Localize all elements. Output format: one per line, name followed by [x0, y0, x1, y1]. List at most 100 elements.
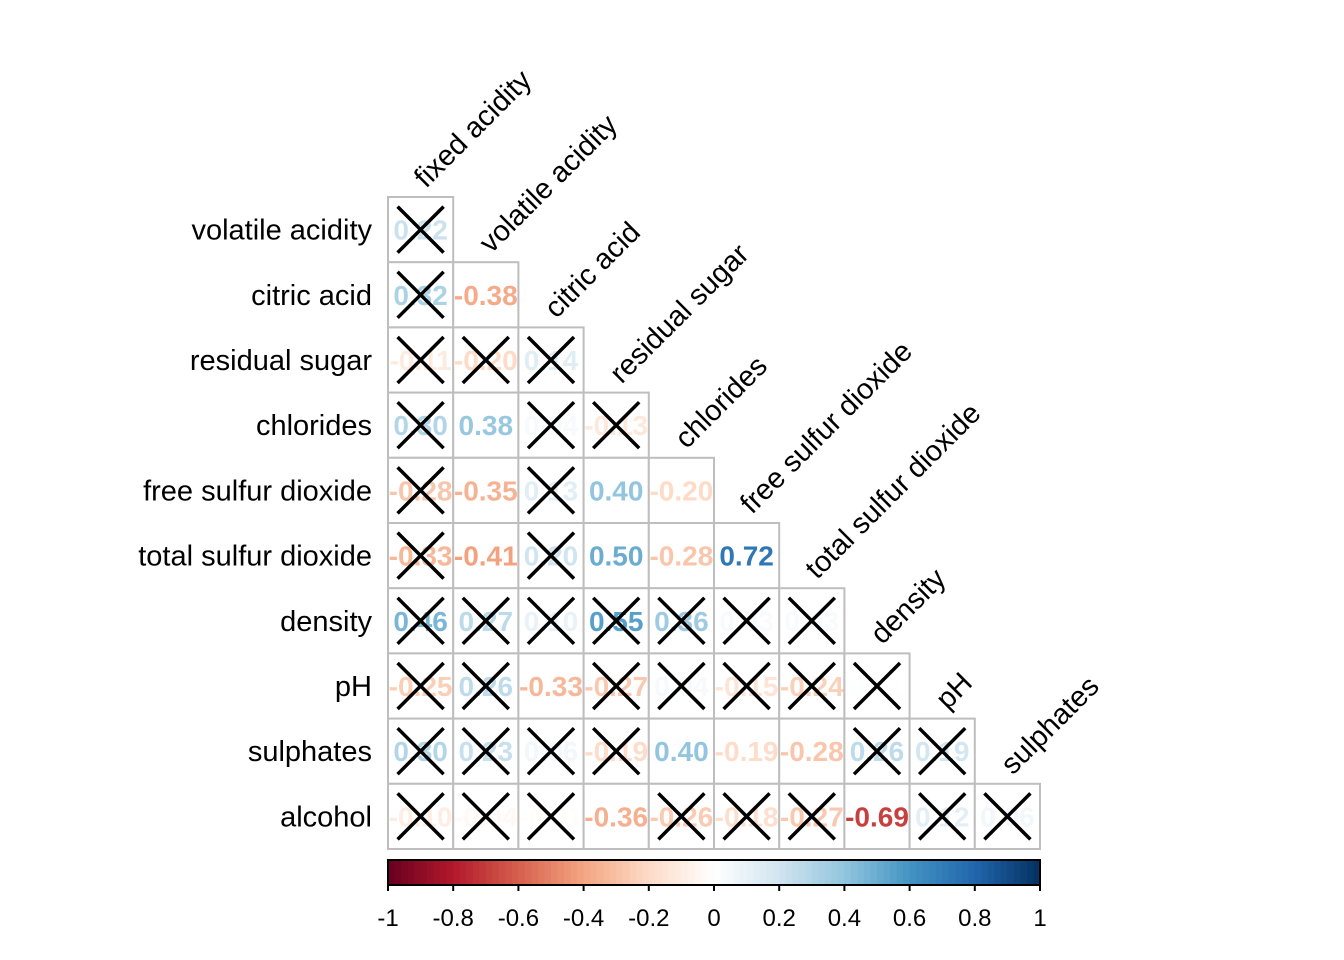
matrix-cell: 0.30	[387, 717, 455, 785]
cell-value-label: -0.69	[845, 801, 909, 832]
colorbar-tick-label: 0.6	[893, 905, 926, 932]
colorbar-segment	[811, 860, 819, 885]
cell-border	[582, 522, 650, 590]
colorbar-segment	[850, 860, 859, 885]
colorbar-segment	[727, 860, 735, 885]
colorbar-tick-label: 0	[707, 905, 720, 932]
colorbar-segment	[753, 860, 761, 885]
colorbar-segment	[994, 860, 1002, 885]
matrix-cell: -0.33	[517, 652, 585, 720]
colorbar-segment	[707, 860, 715, 885]
colorbar-segment	[485, 860, 493, 885]
colorbar-segment	[694, 860, 702, 885]
matrix-cell: -0.36	[582, 782, 650, 850]
colorbar-segment	[981, 860, 989, 885]
colorbar-segment	[479, 860, 487, 885]
cell-value-label: 0.72	[719, 541, 774, 572]
insignificant-cross-icon	[461, 792, 511, 841]
colorbar-segment	[407, 860, 415, 885]
matrix-cell: 0.40	[582, 456, 650, 524]
colorbar-segment	[961, 860, 969, 885]
matrix-cell: 0.32	[387, 261, 455, 329]
colorbar-segment	[883, 860, 891, 885]
matrix-cell: -0.10	[387, 782, 455, 850]
matrix-cell: -0.28	[778, 717, 846, 785]
insignificant-cross-icon	[852, 726, 902, 776]
cell-value-label: 0.50	[589, 541, 644, 572]
matrix-cell: 0.27	[452, 587, 520, 655]
insignificant-cross-icon	[787, 661, 837, 711]
insignificant-cross-icon	[526, 792, 576, 841]
matrix-cell: 0.36	[647, 587, 715, 655]
colorbar-segment	[453, 860, 461, 885]
colorbar-segment	[766, 860, 774, 885]
matrix-cell: 0.13	[517, 456, 585, 524]
matrix-cell: 0.03	[713, 587, 781, 655]
insignificant-cross-icon	[722, 792, 771, 841]
colorbar-segment	[459, 860, 467, 885]
colorbar-segment	[955, 860, 963, 885]
colorbar-segment	[401, 860, 409, 885]
matrix-cell: 0.26	[843, 717, 911, 785]
colorbar-segment	[655, 860, 663, 885]
matrix-cell: 0.04	[517, 391, 585, 459]
colorbar-segment	[661, 860, 669, 885]
matrix-cell: -0.20	[647, 456, 715, 524]
matrix-cell: 0.06	[517, 717, 585, 785]
matrix-cell: -0.19	[713, 717, 781, 785]
cell-border	[452, 391, 520, 459]
insignificant-cross-icon	[787, 792, 837, 841]
insignificant-cross-icon	[461, 661, 511, 711]
colorbar-segment	[674, 860, 682, 885]
matrix-cell: 0.22	[387, 196, 455, 264]
colorbar-segment	[844, 860, 852, 885]
row-labels: volatile acidity citric acid residual suga…	[138, 215, 372, 834]
insignificant-cross-icon	[591, 726, 641, 776]
insignificant-cross-icon	[917, 726, 967, 776]
insignificant-cross-icon	[722, 596, 771, 646]
matrix-cell: 0.72	[713, 522, 781, 590]
colorbar-segment	[648, 860, 656, 885]
colorbar-segment	[681, 860, 689, 885]
cell-border	[582, 782, 650, 850]
colorbar-segment	[518, 860, 526, 885]
matrix-cell: -0.01	[517, 782, 585, 850]
insignificant-cross-icon	[396, 466, 445, 515]
colorbar-segment	[863, 860, 872, 885]
cell-value-label: -0.19	[715, 736, 779, 767]
insignificant-cross-icon	[657, 792, 706, 841]
colorbar-segment	[609, 860, 617, 885]
insignificant-cross-icon	[396, 596, 445, 646]
colorbar-segment	[622, 860, 630, 885]
colorbar-segment	[929, 860, 937, 885]
insignificant-cross-icon	[396, 531, 445, 580]
matrix-cell: -0.18	[713, 782, 781, 850]
insignificant-cross-icon	[852, 661, 902, 711]
colorbar-segment	[909, 860, 917, 885]
insignificant-cross-icon	[396, 335, 445, 385]
colorbar-segment	[635, 860, 643, 885]
matrix-cell: 0.10	[517, 587, 585, 655]
colorbar-segment	[564, 860, 572, 885]
colorbar-segment	[629, 860, 637, 885]
colorbar-segment	[687, 860, 696, 885]
colorbar-segment	[831, 860, 839, 885]
colorbar-segment	[433, 860, 441, 885]
column-label: pH	[930, 667, 979, 716]
colorbar-segment	[551, 860, 559, 885]
colorbar-segment	[733, 860, 741, 885]
colorbar-segment	[590, 860, 598, 885]
matrix-cell: 0.19	[908, 717, 976, 785]
colorbar-segment	[1020, 860, 1028, 885]
colorbar-segment	[890, 860, 898, 885]
matrix-cell: -0.26	[647, 782, 715, 850]
insignificant-cross-icon	[396, 726, 445, 776]
colorbar: -1 -0.8 -0.6 -0.4 -0.2 0 0.2 0.4 0.6 0.8 1	[377, 859, 1047, 932]
insignificant-cross-icon	[983, 792, 1032, 841]
colorbar-segment	[935, 860, 943, 885]
colorbar-segment	[668, 860, 676, 885]
colorbar-segment	[968, 860, 976, 885]
colorbar-tick-label: -0.2	[628, 905, 669, 932]
matrix-cell: -0.24	[778, 652, 846, 720]
colorbar-segment	[420, 860, 428, 885]
